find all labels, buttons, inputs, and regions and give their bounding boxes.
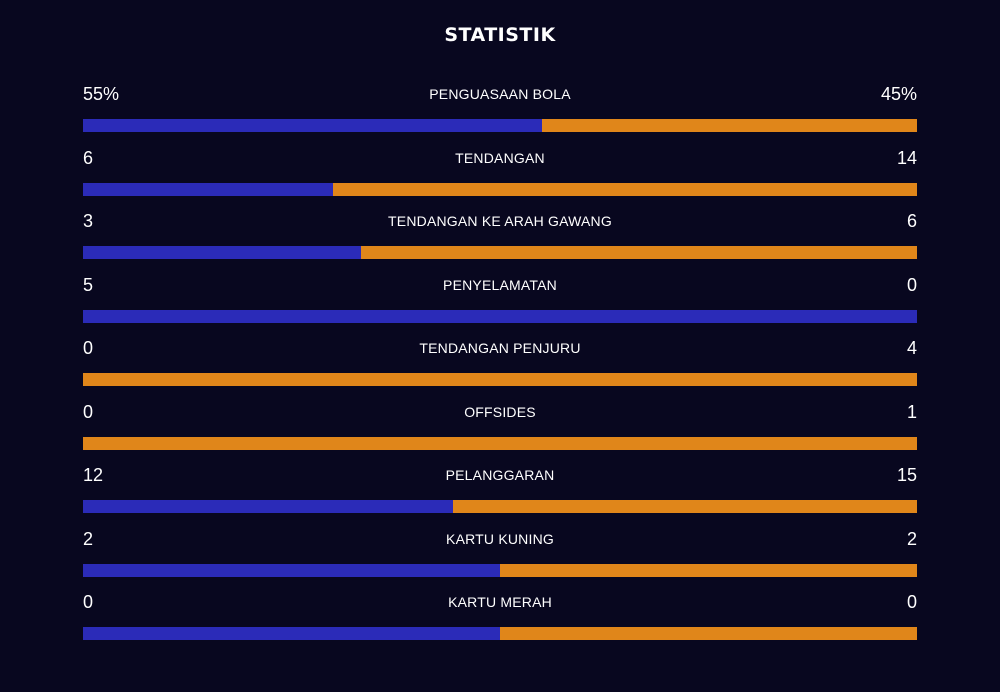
away-bar-segment <box>500 627 917 640</box>
stat-label: PENYELAMATAN <box>443 276 557 293</box>
stat-row-red-cards: 0 KARTU MERAH 0 <box>83 588 917 652</box>
home-value: 12 <box>83 465 104 485</box>
home-bar-segment <box>83 182 334 196</box>
away-bar-segment <box>83 436 917 450</box>
home-bar-segment <box>83 119 542 132</box>
away-bar-segment <box>500 563 917 577</box>
stats-list: 55% PENGUASAAN BOLA 45% 6 TENDANGAN 14 3… <box>83 80 917 652</box>
home-value: 0 <box>83 338 94 358</box>
comparison-bar <box>83 500 917 513</box>
stat-row-saves: 5 PENYELAMATAN 0 <box>83 271 917 335</box>
away-bar-segment <box>360 246 917 259</box>
stat-row-yellow-cards: 2 KARTU KUNING 2 <box>83 525 917 589</box>
home-value: 6 <box>83 147 94 168</box>
home-value: 0 <box>83 401 94 422</box>
away-bar-segment <box>453 500 917 513</box>
stat-row-corners: 0 TENDANGAN PENJURU 4 <box>83 334 917 398</box>
home-value: 0 <box>83 592 94 612</box>
away-value: 15 <box>896 465 917 485</box>
comparison-bar <box>83 627 917 640</box>
away-value: 14 <box>896 147 917 168</box>
stat-row-possession: 55% PENGUASAAN BOLA 45% <box>83 80 917 144</box>
stat-row-shots: 6 TENDANGAN 14 <box>83 144 917 208</box>
away-value: 4 <box>906 338 917 358</box>
stat-row-fouls: 12 PELANGGARAN 15 <box>83 461 917 525</box>
away-bar-segment <box>541 119 917 132</box>
page-title: STATISTIK <box>444 24 556 46</box>
home-value: 2 <box>83 528 94 549</box>
home-bar-segment <box>83 563 500 577</box>
comparison-bar <box>83 246 917 259</box>
comparison-bar <box>83 436 917 450</box>
away-value: 0 <box>906 592 917 612</box>
stat-label: PELANGGARAN <box>445 467 555 483</box>
comparison-bar <box>83 119 917 132</box>
stat-label: TENDANGAN PENJURU <box>419 340 581 356</box>
home-value: 5 <box>83 274 94 295</box>
stat-row-shots-on-target: 3 TENDANGAN KE ARAH GAWANG 6 <box>83 207 917 271</box>
comparison-bar <box>83 182 917 196</box>
stat-label: TENDANGAN <box>455 149 545 166</box>
stat-label: OFFSIDES <box>464 403 536 420</box>
home-bar-segment <box>83 500 454 513</box>
comparison-bar <box>83 309 917 323</box>
stat-label: KARTU KUNING <box>446 530 554 547</box>
comparison-bar <box>83 373 917 386</box>
away-bar-segment <box>83 373 917 386</box>
stat-row-offsides: 0 OFFSIDES 1 <box>83 398 917 462</box>
stat-label: KARTU MERAH <box>448 594 552 610</box>
away-value: 45% <box>880 84 917 104</box>
home-bar-segment <box>83 627 500 640</box>
home-value: 55% <box>83 84 120 104</box>
stat-label: TENDANGAN KE ARAH GAWANG <box>388 213 612 229</box>
away-value: 2 <box>906 528 917 549</box>
away-value: 6 <box>906 211 917 231</box>
away-bar-segment <box>333 182 917 196</box>
home-bar-segment <box>83 246 361 259</box>
away-value: 1 <box>906 401 917 422</box>
stat-label: PENGUASAAN BOLA <box>429 86 571 102</box>
home-bar-segment <box>83 309 917 323</box>
away-value: 0 <box>906 274 917 295</box>
comparison-bar <box>83 563 917 577</box>
home-value: 3 <box>83 211 94 231</box>
